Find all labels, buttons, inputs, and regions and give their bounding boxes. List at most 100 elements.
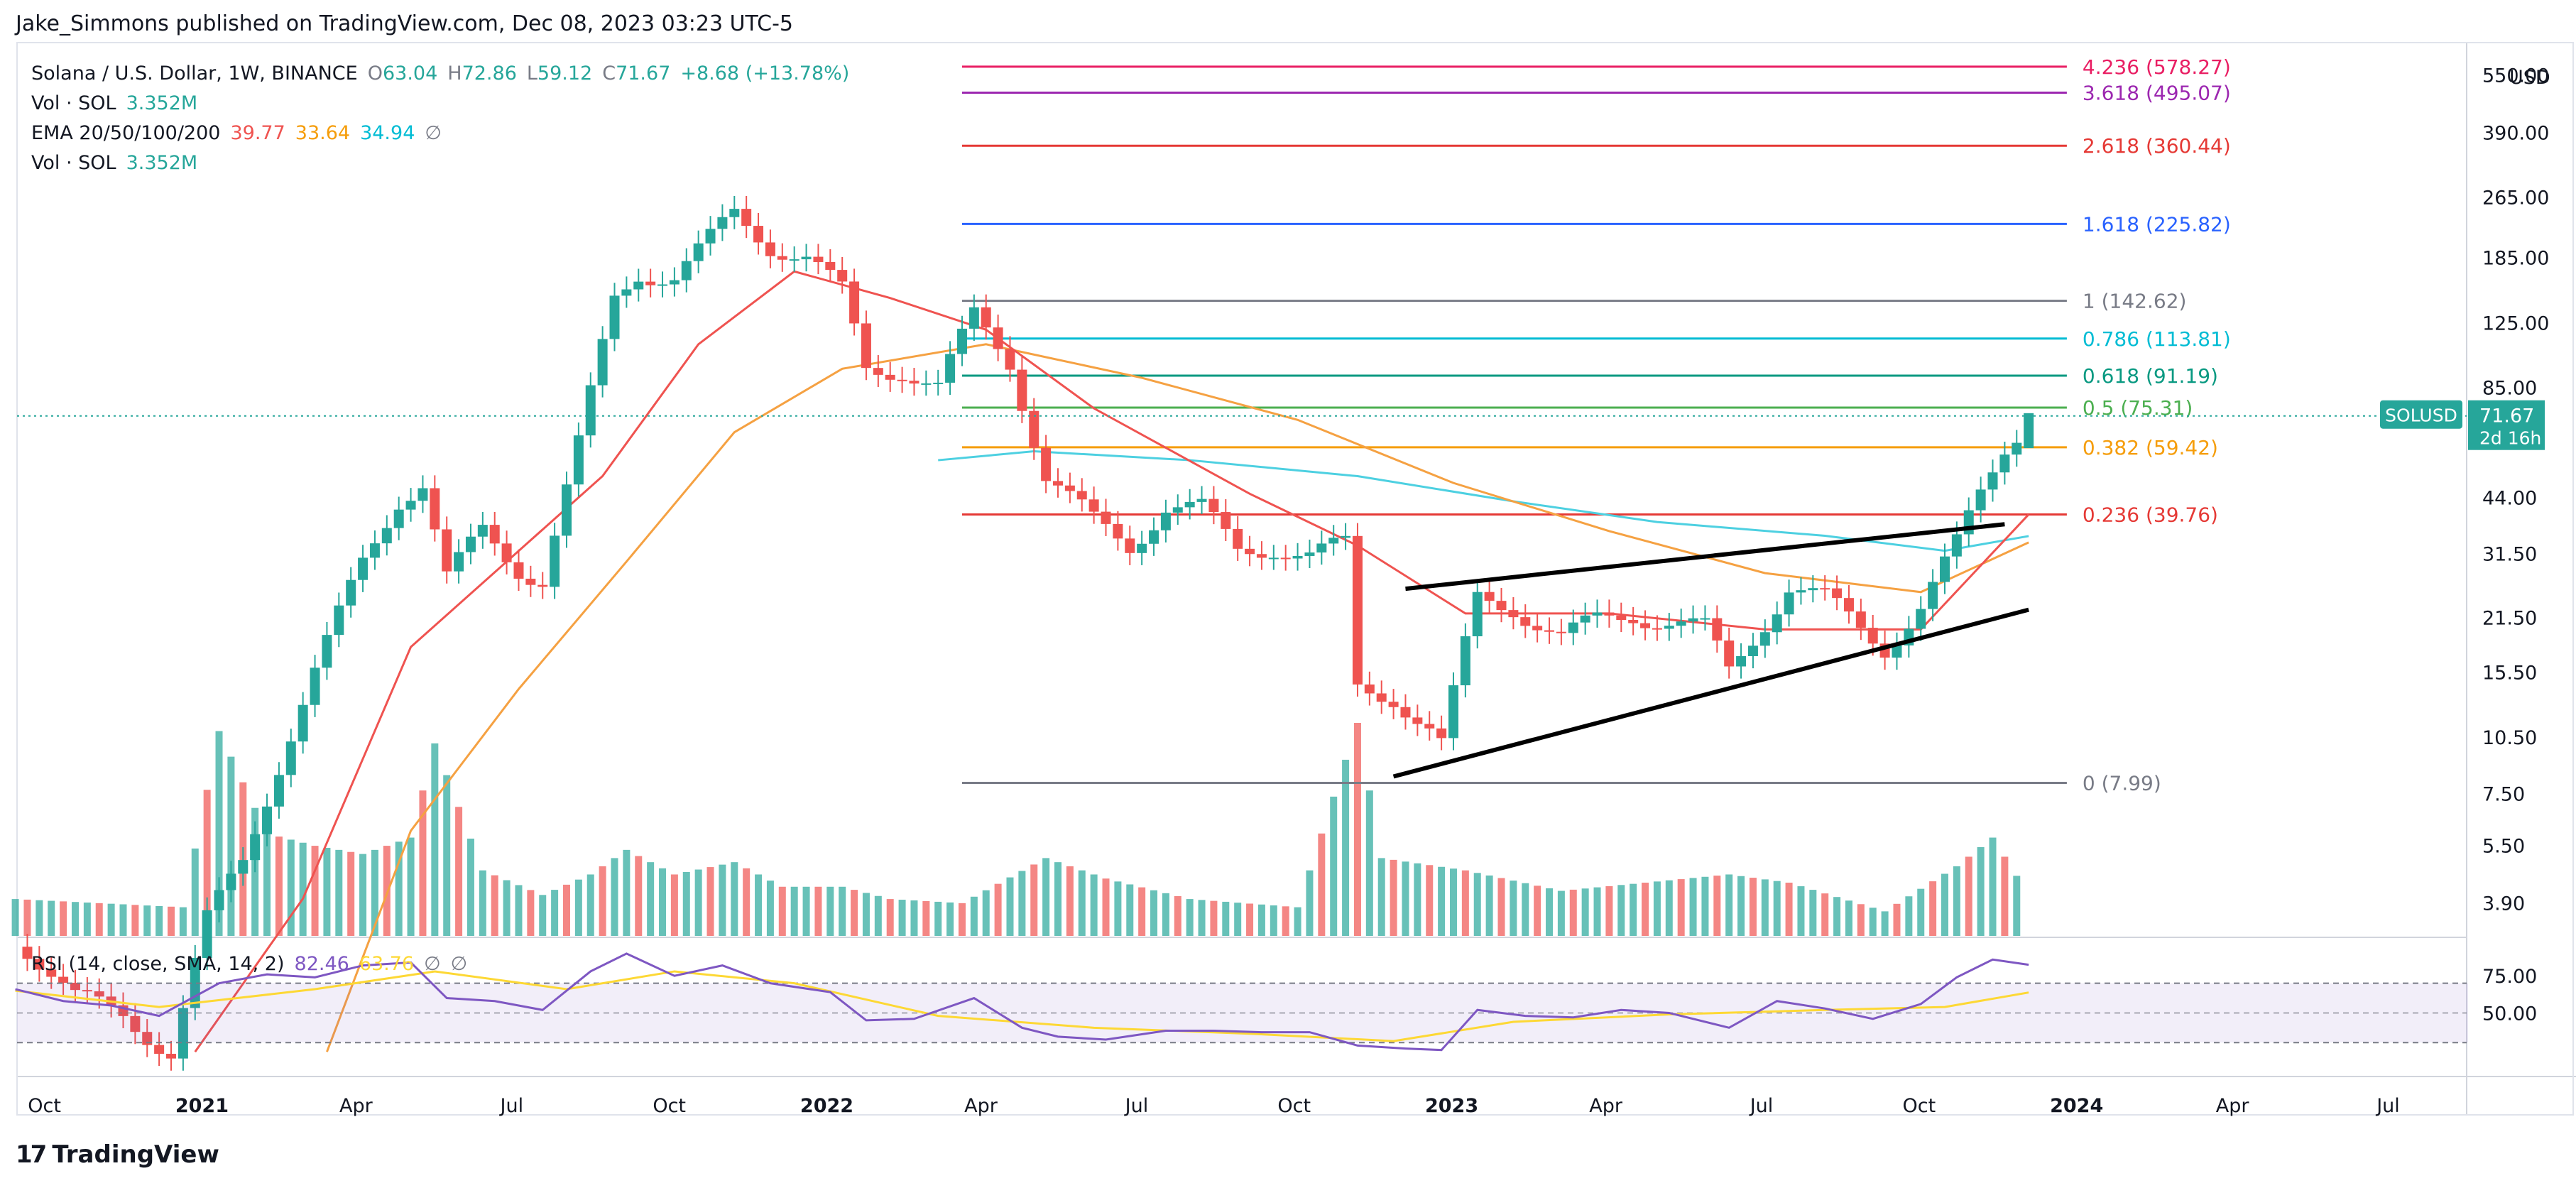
volume-bar xyxy=(1294,907,1301,936)
candle-body xyxy=(1005,349,1015,370)
volume-legend[interactable]: Vol · SOL 3.352M xyxy=(31,92,198,114)
volume-bar xyxy=(455,807,463,936)
volume-bar xyxy=(1234,903,1242,936)
volume-bar xyxy=(1365,790,1373,936)
candle-body xyxy=(346,579,356,606)
symbol-title[interactable]: Solana / U.S. Dollar, 1W, BINANCE xyxy=(31,62,358,85)
volume-bar xyxy=(1210,900,1218,936)
volume-bar xyxy=(443,775,451,936)
volume-bar xyxy=(359,854,367,936)
candle-body xyxy=(166,1053,177,1059)
candle-body xyxy=(1256,554,1267,558)
candle-body xyxy=(262,806,273,834)
candle-body xyxy=(897,379,907,381)
volume-bar xyxy=(1138,887,1146,936)
tradingview-brand[interactable]: 17 TradingView xyxy=(16,1140,219,1169)
candle-body xyxy=(1867,628,1878,644)
candle-body xyxy=(933,382,944,384)
volume-bar xyxy=(1018,871,1026,936)
candle-body xyxy=(1341,535,1351,538)
candle-body xyxy=(1592,612,1603,616)
time-tick-label: 2021 xyxy=(175,1095,229,1117)
volume-bar xyxy=(155,905,163,936)
time-tick-label: Apr xyxy=(1589,1095,1623,1117)
volume-bar xyxy=(1257,904,1265,936)
candle-body xyxy=(1137,543,1147,553)
volume-bar xyxy=(1893,903,1901,936)
volume-bar xyxy=(1737,876,1745,936)
volume-bar xyxy=(1426,865,1434,936)
candle-body xyxy=(801,256,812,260)
candle-body xyxy=(741,209,752,227)
rsi-sma-line xyxy=(15,970,2029,1042)
volume-bar xyxy=(1030,864,1038,936)
volume-bar xyxy=(851,890,858,936)
time-tick-label: Apr xyxy=(339,1095,373,1117)
ema-legend[interactable]: EMA 20/50/100/200 39.77 33.64 34.94 ∅ xyxy=(31,122,442,144)
candle-body xyxy=(669,280,680,285)
candle-body xyxy=(657,284,668,286)
rsi-line xyxy=(15,952,2029,1052)
volume-bar xyxy=(1102,878,1110,936)
volume-bar xyxy=(1522,883,1529,936)
price-tick-label: 3.90 xyxy=(2482,893,2525,915)
volume-bar xyxy=(1330,796,1338,936)
candle-body xyxy=(1233,528,1243,549)
volume-bar xyxy=(1977,847,1985,936)
rsi-legend[interactable]: RSI (14, close, SMA, 14, 2) 82.46 63.76 ∅ ∅ xyxy=(31,953,468,975)
volume-bar xyxy=(778,886,786,936)
price-tick-label: 85.00 xyxy=(2482,378,2537,400)
volume-legend-2[interactable]: Vol · SOL 3.352M xyxy=(31,152,198,174)
candle-body xyxy=(825,262,836,271)
candle-body xyxy=(537,584,548,587)
price-tick-label: 21.50 xyxy=(2482,607,2537,629)
candle-body xyxy=(34,959,45,970)
candle-body xyxy=(609,295,620,339)
volume-bar xyxy=(1353,723,1361,936)
candle-body xyxy=(1113,523,1123,539)
volume-bar xyxy=(1390,859,1397,936)
volume-bar xyxy=(898,900,906,936)
candle-body xyxy=(1424,724,1435,729)
candle-body xyxy=(94,991,104,997)
ohlc-values: O63.04 H72.86 L59.12 C71.67 +8.68 (+13.78%) xyxy=(367,62,850,85)
candle-body xyxy=(1616,615,1627,620)
volume-bar xyxy=(466,838,474,936)
volume-bar xyxy=(1581,888,1589,936)
candle-body xyxy=(945,354,956,383)
candle-body xyxy=(597,339,608,386)
volume-bar xyxy=(982,890,990,936)
candle-body xyxy=(393,509,404,528)
candle-body xyxy=(981,307,991,328)
volume-bar xyxy=(48,900,55,936)
volume-bar xyxy=(635,856,643,936)
candle-body xyxy=(1088,499,1099,512)
volume-bar xyxy=(83,903,91,936)
volume-bar xyxy=(347,851,355,936)
candle-body xyxy=(645,281,656,285)
candle-body xyxy=(1508,610,1519,618)
volume-bar xyxy=(1461,870,1469,936)
candle-body xyxy=(633,281,644,290)
candle-body xyxy=(1101,511,1111,524)
volume-bar xyxy=(1402,861,1409,936)
candle-body xyxy=(705,229,716,244)
price-tick-label: 550.00 xyxy=(2482,65,2549,87)
tradingview-logo-icon: 17 xyxy=(16,1140,47,1169)
volume-bar xyxy=(766,881,774,936)
volume-bar xyxy=(1905,896,1913,936)
volume-bar xyxy=(755,874,763,936)
volume-bar xyxy=(1677,879,1685,936)
candle-body xyxy=(561,484,572,536)
volume-bar xyxy=(874,895,882,936)
fib-level-label: 1.618 (225.82) xyxy=(2083,212,2231,236)
candle-body xyxy=(1316,543,1327,553)
candle-body xyxy=(1784,592,1794,615)
time-tick-label: Jul xyxy=(1124,1095,1149,1117)
candle-body xyxy=(1724,641,1735,667)
time-tick-label: 2024 xyxy=(2050,1095,2103,1117)
candle-body xyxy=(1939,556,1950,582)
candle-body xyxy=(1017,369,1027,411)
candle-body xyxy=(273,775,284,807)
